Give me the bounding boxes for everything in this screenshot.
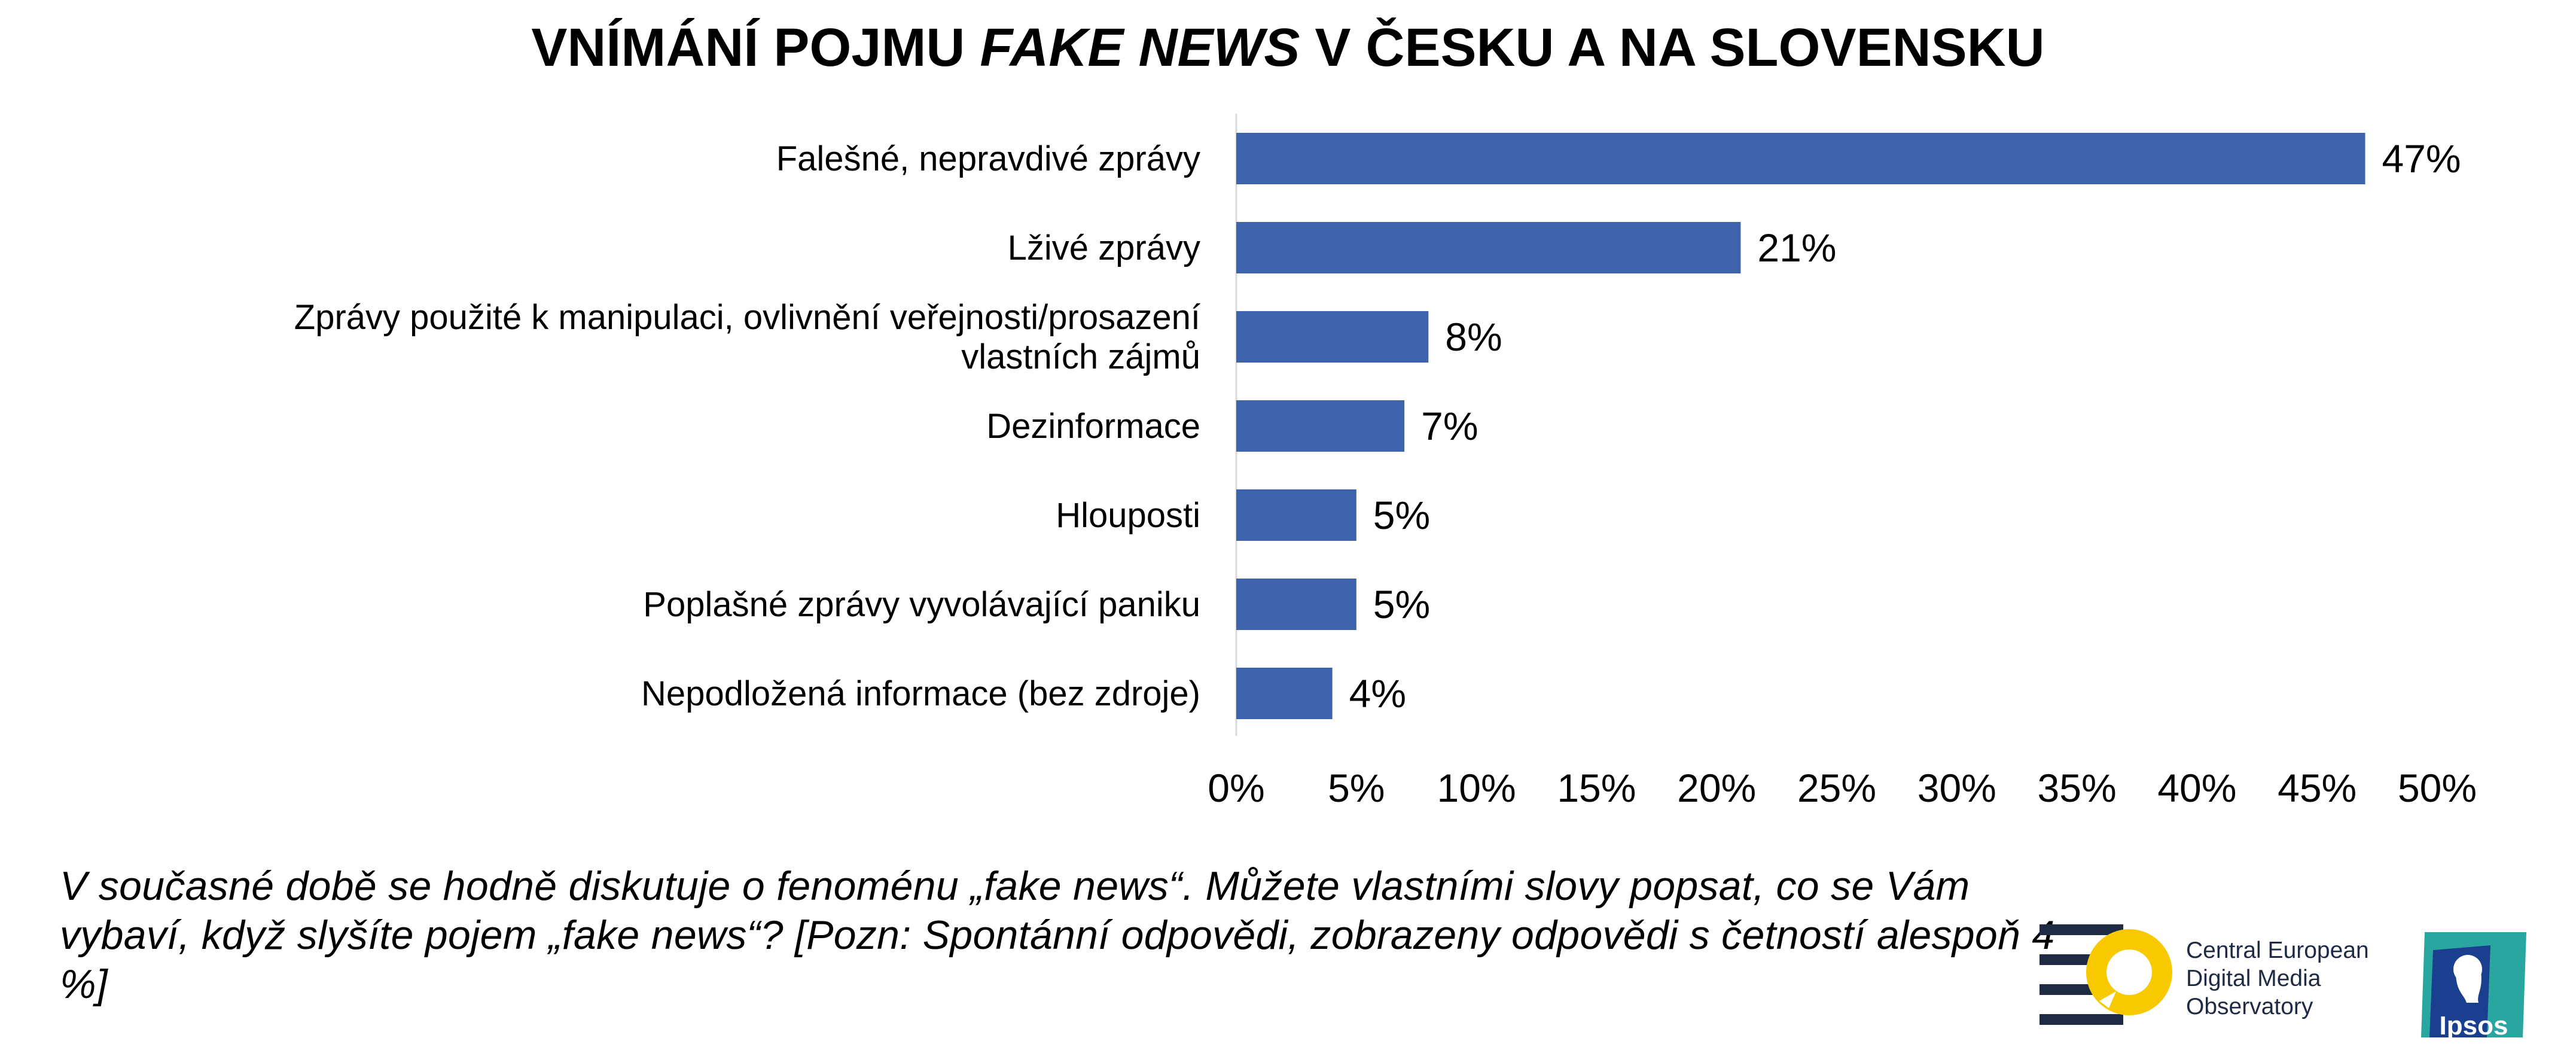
bar (1236, 311, 1429, 363)
x-tick-label: 25% (1797, 766, 1876, 810)
cedmo-line: Observatory (2186, 994, 2313, 1019)
category-label: Dezinformace (986, 407, 1200, 446)
cedmo-line: Digital Media (2186, 966, 2321, 991)
value-label: 47% (2382, 136, 2461, 181)
title-part-1: VNÍMÁNÍ POJMU (531, 18, 980, 78)
value-label: 21% (1757, 226, 1836, 270)
x-tick-label: 5% (1328, 766, 1385, 810)
bar (1236, 489, 1356, 541)
x-tick-label: 0% (1208, 766, 1264, 810)
title-emphasis: FAKE NEWS (980, 18, 1300, 78)
value-label: 8% (1445, 315, 1502, 359)
category-label: Falešné, nepravdivé zprávy (776, 139, 1200, 178)
cedmo-line: Central European (2186, 938, 2369, 963)
bar (1236, 133, 2365, 184)
bar (1236, 400, 1405, 452)
chart-title: VNÍMÁNÍ POJMU FAKE NEWS V ČESKU A NA SLO… (0, 15, 2576, 81)
cedmo-name: Central European Digital Media Observato… (2186, 936, 2437, 1021)
category-label: Zprávy použité k manipulaci, ovlivnění v… (294, 298, 1200, 337)
value-label: 5% (1373, 493, 1430, 537)
value-label: 5% (1373, 582, 1430, 626)
ipsos-head-logo (2421, 932, 2526, 1037)
survey-question: V současné době se hodně diskutuje o fen… (60, 863, 2055, 1007)
value-label: 7% (1421, 404, 1478, 448)
bar-chart: 47% Falešné, nepravdivé zprávy 21% Lživé zp… (294, 114, 2477, 810)
category-label: Poplašné zprávy vyvolávající paniku (643, 585, 1200, 624)
value-label: 4% (1349, 671, 1406, 716)
x-tick-label: 45% (2278, 766, 2356, 810)
x-tick-label: 15% (1557, 766, 1636, 810)
category-label: vlastních zájmů (961, 337, 1200, 376)
x-tick-label: 30% (1917, 766, 1996, 810)
x-tick-label: 40% (2157, 766, 2236, 810)
x-tick-label: 50% (2398, 766, 2477, 810)
cedmo-magnifier-logo (2040, 924, 2172, 1025)
category-label: Hlouposti (1056, 496, 1200, 535)
x-tick-label: 10% (1437, 766, 1516, 810)
category-label: Nepodložená informace (bez zdroje) (641, 674, 1200, 713)
title-part-2: V ČESKU A NA SLOVENSKU (1300, 18, 2045, 78)
bar (1236, 222, 1741, 273)
bar (1236, 668, 1333, 719)
x-tick-label: 20% (1677, 766, 1756, 810)
category-label: Lživé zprávy (1008, 229, 1200, 267)
x-tick-label: 35% (2038, 766, 2117, 810)
bar (1236, 579, 1356, 630)
ipsos-wordmark: Ipsos (2439, 1011, 2508, 1040)
